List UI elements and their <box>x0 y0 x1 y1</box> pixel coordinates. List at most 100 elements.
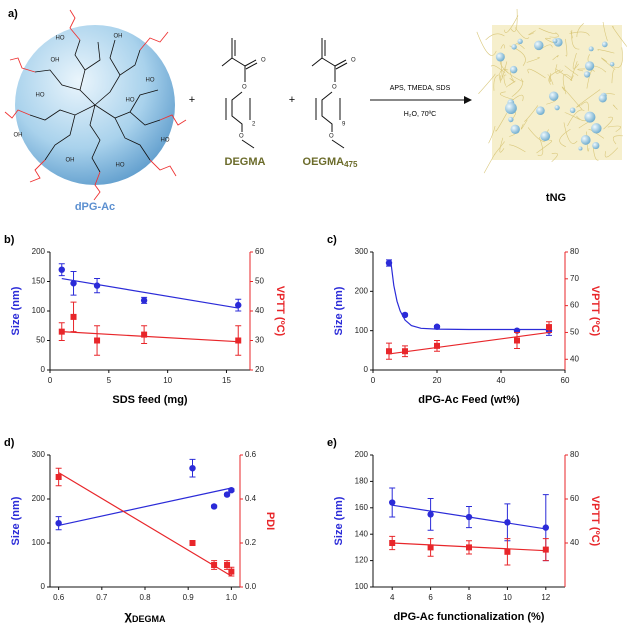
y2-tick-label: 40 <box>255 306 264 315</box>
data-point <box>386 348 392 354</box>
core-group: OH <box>51 58 60 64</box>
data-point <box>514 338 520 344</box>
data-point <box>211 503 217 509</box>
bead <box>505 102 517 114</box>
monomer-subscript: 475 <box>344 160 358 169</box>
x-tick-label: 1.0 <box>226 593 238 602</box>
y2-axis-label: VPTT (ºC) <box>589 286 601 337</box>
bead <box>511 44 516 49</box>
y2-tick-label: 0.4 <box>245 494 257 503</box>
data-point <box>189 465 195 471</box>
panel-label: c) <box>327 234 337 246</box>
bead <box>536 106 545 115</box>
bead <box>610 62 614 66</box>
bead <box>496 53 505 62</box>
bead <box>534 41 543 50</box>
bead <box>518 39 523 44</box>
data-point <box>543 547 549 553</box>
y-tick-label: 200 <box>32 247 46 256</box>
data-point <box>141 297 147 303</box>
bead <box>508 117 513 122</box>
data-point <box>389 540 395 546</box>
plus: + <box>189 94 195 106</box>
core-group: HO <box>56 36 65 42</box>
data-point <box>71 314 77 320</box>
core-group: HO <box>146 78 155 84</box>
fit-line <box>62 279 238 309</box>
y2-axis-label: VPTT (ºC) <box>589 496 601 547</box>
data-point <box>228 569 234 575</box>
bead <box>581 135 591 145</box>
atom: O <box>261 58 266 64</box>
data-point <box>211 562 217 568</box>
fit-line <box>62 332 238 342</box>
data-point <box>504 549 510 555</box>
bead <box>591 123 601 133</box>
x-tick-label: 0.8 <box>139 593 151 602</box>
data-point <box>504 519 510 525</box>
panel-label: d) <box>4 437 15 449</box>
x-tick-label: 12 <box>541 593 550 602</box>
y2-tick-label: 40 <box>570 354 579 363</box>
bead <box>584 71 590 77</box>
data-point <box>235 338 241 344</box>
y2-tick-label: 50 <box>255 277 264 286</box>
y2-tick-label: 0.2 <box>245 538 257 547</box>
bead <box>540 131 550 141</box>
bead <box>549 91 558 100</box>
bead <box>602 42 608 48</box>
y2-tick-label: 60 <box>255 247 264 256</box>
data-point <box>235 302 241 308</box>
degma-structure <box>222 38 257 148</box>
atom: O <box>239 134 244 140</box>
y-tick-label: 120 <box>355 556 369 565</box>
data-point <box>56 474 62 480</box>
data-point <box>427 511 433 517</box>
product-label: tNG <box>546 192 566 204</box>
x-tick-label: 15 <box>222 376 231 385</box>
x-tick-label: 10 <box>503 593 512 602</box>
x-tick-label: 0 <box>371 376 376 385</box>
y2-tick-label: 0.0 <box>245 582 257 591</box>
data-point <box>434 343 440 349</box>
core-group: HO <box>36 93 45 99</box>
bead <box>555 105 560 110</box>
core-group: HO <box>126 98 135 104</box>
x-tick-label: 20 <box>433 376 442 385</box>
strand <box>484 153 495 173</box>
x-tick-label: 8 <box>467 593 472 602</box>
y-tick-label: 100 <box>32 306 46 315</box>
data-point <box>402 348 408 354</box>
y-tick-label: 0 <box>41 365 46 374</box>
core-group: HO <box>116 163 125 169</box>
y-tick-label: 180 <box>355 477 369 486</box>
y-tick-label: 300 <box>355 247 369 256</box>
y-tick-label: 150 <box>32 277 46 286</box>
y2-tick-label: 50 <box>570 328 579 337</box>
core-group: OH <box>14 133 23 139</box>
atom: O <box>242 85 247 91</box>
atom: O <box>332 85 337 91</box>
x-axis-label: dPG-Ac functionalization (%) <box>394 611 545 623</box>
arrow-head <box>464 96 472 104</box>
x-tick-label: 40 <box>497 376 506 385</box>
bead <box>585 61 594 70</box>
data-point <box>59 329 65 335</box>
y2-axis-label: PDI <box>264 512 276 530</box>
y2-tick-label: 70 <box>570 274 579 283</box>
x-tick-label: 4 <box>390 593 395 602</box>
data-point <box>389 499 395 505</box>
data-point <box>428 544 434 550</box>
scheme: a) dPG-Ac + + <box>5 8 627 213</box>
data-point <box>59 267 65 273</box>
monomer-label: OEGMA475 <box>303 156 358 169</box>
y-tick-label: 200 <box>355 286 369 295</box>
y-tick-label: 300 <box>32 450 46 459</box>
bead <box>578 147 582 151</box>
x-tick-label: 6 <box>428 593 433 602</box>
plus: + <box>289 94 295 106</box>
conditions: H₂O, 70ºC <box>404 111 437 118</box>
bead <box>584 112 595 123</box>
bead <box>510 66 517 73</box>
atom: O <box>329 134 334 140</box>
